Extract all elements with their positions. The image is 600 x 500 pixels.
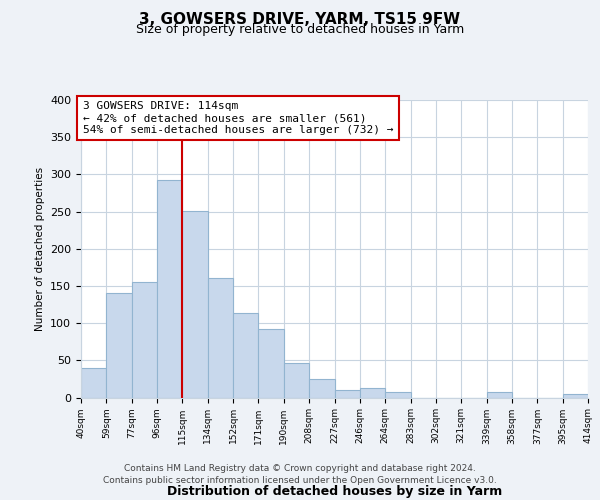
Bar: [132, 282, 157, 398]
Bar: [360, 388, 385, 398]
Bar: [284, 364, 309, 398]
Text: Contains HM Land Registry data © Crown copyright and database right 2024.: Contains HM Land Registry data © Crown c…: [124, 464, 476, 473]
Bar: [81, 368, 106, 398]
Bar: [335, 390, 360, 398]
Bar: [309, 379, 335, 398]
X-axis label: Distribution of detached houses by size in Yarm: Distribution of detached houses by size …: [167, 486, 502, 498]
Text: Contains public sector information licensed under the Open Government Licence v3: Contains public sector information licen…: [103, 476, 497, 485]
Bar: [208, 278, 233, 398]
Bar: [106, 294, 132, 398]
Bar: [259, 329, 284, 398]
Text: 3, GOWSERS DRIVE, YARM, TS15 9FW: 3, GOWSERS DRIVE, YARM, TS15 9FW: [139, 12, 461, 28]
Bar: [563, 394, 588, 398]
Bar: [385, 392, 410, 398]
Y-axis label: Number of detached properties: Number of detached properties: [35, 166, 44, 331]
Bar: [487, 392, 512, 398]
Bar: [182, 211, 208, 398]
Text: 3 GOWSERS DRIVE: 114sqm
← 42% of detached houses are smaller (561)
54% of semi-d: 3 GOWSERS DRIVE: 114sqm ← 42% of detache…: [83, 102, 394, 134]
Bar: [157, 180, 182, 398]
Bar: [233, 314, 259, 398]
Text: Size of property relative to detached houses in Yarm: Size of property relative to detached ho…: [136, 22, 464, 36]
